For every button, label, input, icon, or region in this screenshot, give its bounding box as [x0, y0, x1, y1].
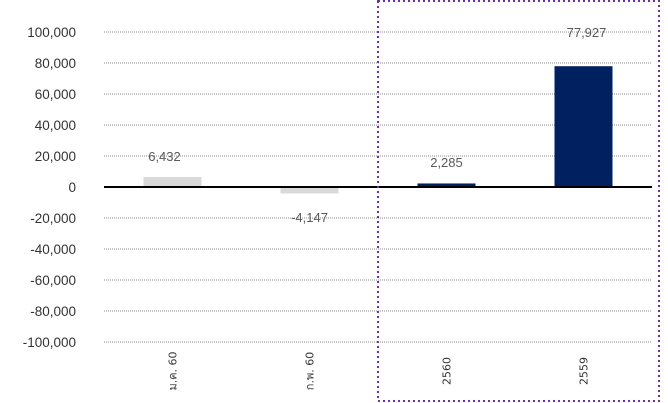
labels: 100,000 80,000 60,000 40,000 20,000 0 -20,000 -… [23, 25, 607, 391]
y-tick-label: 40,000 [35, 118, 76, 133]
y-tick-label: 100,000 [27, 25, 76, 40]
highlight-box [377, 0, 660, 402]
bars [143, 66, 613, 194]
y-tick-label: -80,000 [30, 304, 76, 319]
y-tick-label: -100,000 [23, 335, 76, 350]
x-tick-label: 2559 [578, 357, 591, 385]
y-tick-label: 0 [68, 180, 76, 195]
bar-2559 [554, 66, 613, 187]
x-tick-label: ก.พ. 60 [304, 352, 317, 390]
y-tick-label: 80,000 [35, 56, 76, 71]
data-label: 77,927 [567, 25, 607, 40]
data-label: 2,285 [430, 155, 463, 170]
bar-ก.พ. 60 [280, 187, 339, 194]
y-tick-label: -20,000 [30, 211, 76, 226]
x-tick-label: 2560 [441, 357, 454, 385]
y-tick-label: 60,000 [35, 87, 76, 102]
y-tick-label: -60,000 [30, 273, 76, 288]
bar-2560 [417, 183, 476, 187]
y-tick-label: 20,000 [35, 149, 76, 164]
data-label: -4,147 [291, 210, 328, 225]
x-tick-label: ม.ค. 60 [167, 351, 180, 390]
data-label: 6,432 [148, 149, 181, 164]
y-tick-label: -40,000 [30, 242, 76, 257]
highlight-box-layer [377, 0, 660, 402]
bar-ม.ค. 60 [143, 177, 202, 187]
